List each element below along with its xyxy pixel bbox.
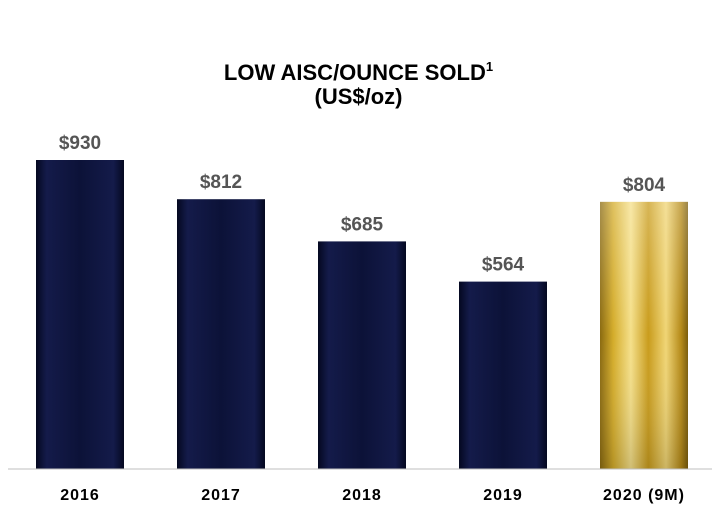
bar-2018 bbox=[318, 241, 406, 469]
x-tick-label: 2017 bbox=[201, 487, 241, 504]
chart-title: LOW AISC/OUNCE SOLD1 bbox=[0, 52, 717, 88]
x-tick-label: 2018 bbox=[342, 487, 382, 504]
x-tick-label: 2019 bbox=[483, 487, 523, 504]
data-label: $564 bbox=[482, 255, 525, 276]
title-footnote-marker: 1 bbox=[485, 59, 494, 74]
bar-2019 bbox=[459, 281, 547, 469]
x-tick-label: 2020 (9M) bbox=[603, 487, 685, 504]
chart-title-text: LOW AISC/OUNCE SOLD bbox=[223, 60, 486, 85]
bar-2016 bbox=[36, 160, 124, 469]
data-label: $930 bbox=[59, 133, 101, 154]
x-tick-label: 2016 bbox=[60, 487, 100, 504]
data-label: $804 bbox=[623, 175, 666, 196]
data-label: $812 bbox=[200, 172, 242, 193]
data-label: $685 bbox=[341, 214, 384, 235]
bar-sheen bbox=[600, 201, 688, 470]
bar-2017 bbox=[177, 199, 265, 469]
chart-subtitle: (US$/oz) bbox=[314, 84, 403, 109]
